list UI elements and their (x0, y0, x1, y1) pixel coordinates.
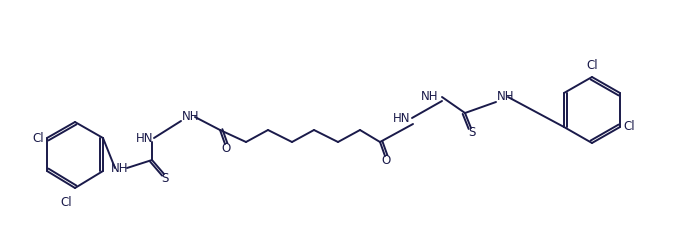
Text: NH: NH (111, 161, 129, 174)
Text: HN: HN (393, 111, 410, 125)
Text: O: O (222, 142, 231, 155)
Text: NH: NH (182, 110, 200, 123)
Text: Cl: Cl (623, 121, 635, 134)
Text: Cl: Cl (61, 196, 72, 209)
Text: NH: NH (497, 90, 514, 104)
Text: Cl: Cl (32, 131, 44, 144)
Text: S: S (162, 172, 168, 185)
Text: O: O (381, 153, 391, 167)
Text: S: S (469, 126, 475, 139)
Text: HN: HN (136, 131, 153, 144)
Text: Cl: Cl (587, 59, 598, 72)
Text: NH: NH (421, 90, 438, 104)
